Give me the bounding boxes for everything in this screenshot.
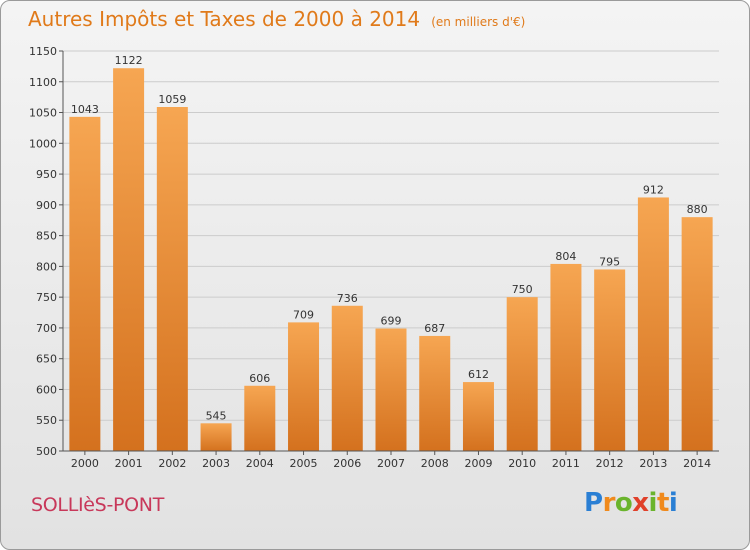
x-tick-label: 2011 — [552, 457, 580, 470]
title-row: Autres Impôts et Taxes de 2000 à 2014 (e… — [28, 7, 525, 31]
value-label: 1059 — [158, 93, 186, 106]
logo-letter: x — [632, 488, 649, 518]
y-tick-label: 500 — [36, 445, 57, 458]
x-tick-label: 2002 — [158, 457, 186, 470]
logo-letter: i — [668, 488, 678, 518]
labels: 500 550 600 650 700 750 800 850 900 950 1000 1050 11… — [29, 45, 711, 470]
y-tick-label: 950 — [36, 168, 57, 181]
y-tick-label: 1150 — [29, 45, 57, 58]
bar-2010 — [506, 297, 538, 451]
x-tick-label: 2000 — [71, 457, 99, 470]
value-label: 804 — [555, 250, 576, 263]
y-tick-label: 700 — [36, 322, 57, 335]
x-tick-label: 2014 — [683, 457, 711, 470]
x-tick-label: 2007 — [377, 457, 405, 470]
bars — [69, 68, 713, 451]
value-label: 1043 — [71, 103, 99, 116]
bar-2002 — [156, 107, 188, 451]
y-tick-label: 1050 — [29, 107, 57, 120]
y-tick-label: 550 — [36, 414, 57, 427]
logo-letter: r — [602, 488, 616, 518]
value-label: 736 — [337, 292, 358, 305]
x-tick-label: 2004 — [246, 457, 274, 470]
x-tick-label: 2005 — [290, 457, 318, 470]
bar-2003 — [200, 423, 232, 451]
x-tick-label: 2009 — [464, 457, 492, 470]
bar-2012 — [594, 269, 626, 451]
y-tick-label: 750 — [36, 291, 57, 304]
bar-2008 — [419, 335, 451, 451]
bar-2001 — [113, 68, 145, 451]
bar-2007 — [375, 328, 407, 451]
y-tick-label: 600 — [36, 383, 57, 396]
value-label: 699 — [381, 315, 402, 328]
value-label: 795 — [599, 255, 620, 268]
logo-letter: t — [656, 488, 669, 518]
value-label: 912 — [643, 183, 664, 196]
value-label: 750 — [512, 283, 533, 296]
value-label: 880 — [687, 203, 708, 216]
x-tick-label: 2012 — [596, 457, 624, 470]
value-label: 606 — [249, 372, 270, 385]
y-tick-label: 1000 — [29, 137, 57, 150]
value-label: 709 — [293, 308, 314, 321]
commune-name: SOLLIèS-PONT — [31, 494, 165, 516]
bar-2014 — [681, 217, 713, 451]
bar-2011 — [550, 263, 582, 451]
y-tick-label: 850 — [36, 230, 57, 243]
bar-2000 — [69, 116, 101, 451]
chart-subtitle: (en milliers d'€) — [431, 15, 526, 29]
axes — [59, 50, 719, 455]
value-label: 687 — [424, 322, 445, 335]
chart-title: Autres Impôts et Taxes de 2000 à 2014 — [28, 7, 421, 31]
y-tick-label: 800 — [36, 260, 57, 273]
value-label: 612 — [468, 368, 489, 381]
value-label: 1122 — [115, 54, 143, 67]
value-label: 545 — [206, 409, 227, 422]
x-tick-label: 2008 — [421, 457, 449, 470]
bar-2013 — [637, 197, 669, 451]
x-tick-label: 2013 — [639, 457, 667, 470]
x-tick-label: 2010 — [508, 457, 536, 470]
x-tick-label: 2001 — [115, 457, 143, 470]
bar-2005 — [288, 322, 320, 451]
bar-2004 — [244, 385, 276, 451]
y-tick-label: 650 — [36, 353, 57, 366]
y-tick-label: 1100 — [29, 76, 57, 89]
y-tick-label: 900 — [36, 199, 57, 212]
bar-2006 — [331, 305, 363, 451]
bar-2009 — [462, 382, 494, 451]
logo-letter: i — [648, 488, 658, 518]
x-tick-label: 2006 — [333, 457, 361, 470]
x-tick-label: 2003 — [202, 457, 230, 470]
logo-letter: o — [614, 488, 633, 518]
logo-letter: P — [584, 488, 603, 518]
proxiti-logo: Proxiti — [584, 488, 678, 518]
